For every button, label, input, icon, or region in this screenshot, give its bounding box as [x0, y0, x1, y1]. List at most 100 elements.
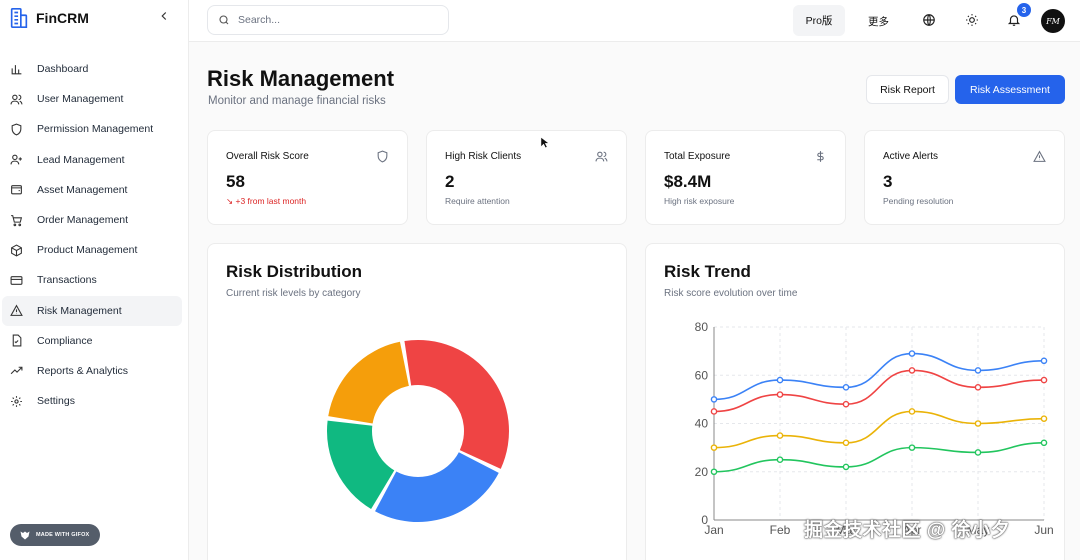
sidebar-item-risk-management[interactable]: Risk Management: [2, 295, 182, 326]
shield-icon: [11, 123, 22, 136]
sun-icon[interactable]: [965, 13, 979, 27]
chart-subtitle: Risk score evolution over time: [664, 288, 798, 299]
trending-up-icon: [10, 367, 23, 375]
globe-icon[interactable]: [922, 13, 936, 27]
stat-card-active-alerts: Active Alerts 3 Pending resolution: [864, 130, 1065, 225]
sidebar-item-product-management[interactable]: Product Management: [2, 235, 182, 265]
sidebar-item-label: Settings: [37, 395, 75, 408]
avatar[interactable]: FM: [1041, 9, 1065, 33]
brand-name: FinCRM: [36, 10, 89, 26]
cart-icon: [11, 214, 23, 226]
risk-assessment-button[interactable]: Risk Assessment: [955, 75, 1065, 104]
more-button[interactable]: 更多: [868, 16, 889, 28]
stat-value: 3: [883, 172, 893, 191]
data-point-yellow-4: [974, 420, 982, 427]
sidebar-item-label: Transactions: [37, 274, 97, 287]
y-tick-label: 0: [701, 513, 708, 527]
data-point-red-3: [908, 367, 916, 374]
y-tick-label: 80: [695, 320, 709, 334]
search-icon: [219, 15, 229, 25]
bell-icon[interactable]: [1007, 13, 1021, 27]
risk-distribution-card: Risk Distribution Current risk levels by…: [207, 243, 627, 560]
x-tick-label: May: [967, 523, 990, 537]
risk-trend-card: Risk Trend Risk score evolution over tim…: [645, 243, 1065, 560]
badge-label: MADE WITH GIFOX: [36, 532, 90, 538]
brand[interactable]: FinCRM: [8, 6, 89, 30]
stat-note: ↘ +3 from last month: [226, 196, 307, 206]
watermark: 掘金技术社区 @ 徐小夕: [804, 520, 1011, 541]
gear-icon: [11, 395, 22, 407]
data-point-green-4: [974, 449, 982, 456]
sidebar-item-dashboard[interactable]: Dashboard: [2, 54, 182, 84]
series-line-yellow: [713, 410, 1045, 449]
data-point-green-3: [908, 444, 916, 451]
mouse-cursor-icon: [540, 136, 549, 149]
search-input[interactable]: [238, 14, 428, 26]
sidebar-item-compliance[interactable]: Compliance: [2, 326, 182, 356]
pro-button[interactable]: Pro版: [793, 5, 845, 36]
data-point-red-0: [710, 408, 718, 415]
pie-slice-0: [404, 340, 510, 469]
stat-title: Active Alerts: [883, 151, 939, 162]
sidebar-item-reports-analytics[interactable]: Reports & Analytics: [2, 356, 182, 386]
stat-value: 2: [445, 172, 455, 191]
risk-report-button[interactable]: Risk Report: [866, 75, 949, 104]
alert-triangle-icon: [10, 304, 23, 317]
data-point-red-5: [1040, 376, 1048, 384]
sidebar-nav: Dashboard User Management Permission Man…: [2, 54, 182, 416]
sidebar-item-settings[interactable]: Settings: [2, 386, 182, 416]
sidebar-item-asset-management[interactable]: Asset Management: [2, 175, 182, 205]
x-tick-label: Jan: [704, 523, 723, 537]
data-point-yellow-0: [710, 444, 718, 451]
sidebar-item-order-management[interactable]: Order Management: [2, 205, 182, 235]
page-title: Risk Management: [207, 66, 395, 91]
x-tick-label: Feb: [770, 523, 791, 537]
sidebar-item-user-management[interactable]: User Management: [2, 84, 182, 114]
stat-note: Pending resolution: [883, 196, 954, 206]
users-icon: [10, 94, 23, 105]
wallet-icon: [11, 185, 22, 195]
made-with-gifox-badge: MADE WITH GIFOX: [10, 524, 100, 546]
stat-value: $8.4M: [664, 172, 712, 191]
dollar-icon: [817, 151, 824, 162]
data-point-yellow-1: [776, 432, 784, 439]
credit-card-icon: [10, 276, 23, 285]
sidebar: FinCRM Dashboard User Management Permiss…: [0, 0, 189, 560]
package-icon: [11, 244, 22, 257]
data-point-blue-5: [1040, 357, 1048, 365]
series-line-green: [713, 442, 1045, 473]
data-point-green-5: [1040, 439, 1048, 447]
stat-note: Require attention: [445, 196, 510, 206]
sidebar-item-label: Order Management: [37, 214, 129, 227]
sidebar-item-permission-management[interactable]: Permission Management: [2, 114, 182, 144]
y-tick-label: 20: [695, 465, 709, 479]
topbar: Pro版 更多 3 FM: [189, 0, 1080, 42]
data-point-red-4: [974, 384, 982, 391]
chevron-left-icon[interactable]: [157, 9, 171, 23]
x-tick-label: Mar: [836, 523, 857, 537]
data-point-blue-2: [842, 384, 850, 391]
file-check-icon: [12, 334, 22, 347]
notification-count-badge: 3: [1017, 3, 1031, 17]
building-logo-icon: [10, 8, 28, 28]
sidebar-item-label: Lead Management: [37, 153, 125, 166]
sidebar-item-label: Permission Management: [37, 123, 154, 136]
data-point-yellow-3: [908, 408, 916, 415]
data-point-green-1: [776, 456, 784, 463]
sidebar-item-transactions[interactable]: Transactions: [2, 265, 182, 295]
data-point-yellow-2: [842, 439, 850, 447]
x-tick-label: Jun: [1034, 523, 1053, 537]
data-point-red-1: [776, 391, 784, 398]
data-point-red-2: [842, 400, 850, 408]
page-subtitle: Monitor and manage financial risks: [208, 95, 386, 107]
pie-slice-3: [328, 341, 409, 424]
data-point-green-0: [710, 468, 718, 476]
y-tick-label: 60: [695, 368, 709, 382]
sidebar-item-label: User Management: [37, 93, 124, 106]
risk-trend-line-chart: 0 20 40 60 80 Jan Feb Mar Apr May Jun: [695, 320, 1054, 537]
sidebar-item-label: Reports & Analytics: [37, 364, 129, 377]
sidebar-item-lead-management[interactable]: Lead Management: [2, 145, 182, 175]
stat-note: High risk exposure: [664, 196, 735, 206]
bar-chart-icon: [11, 64, 22, 74]
search-box[interactable]: [207, 5, 449, 35]
